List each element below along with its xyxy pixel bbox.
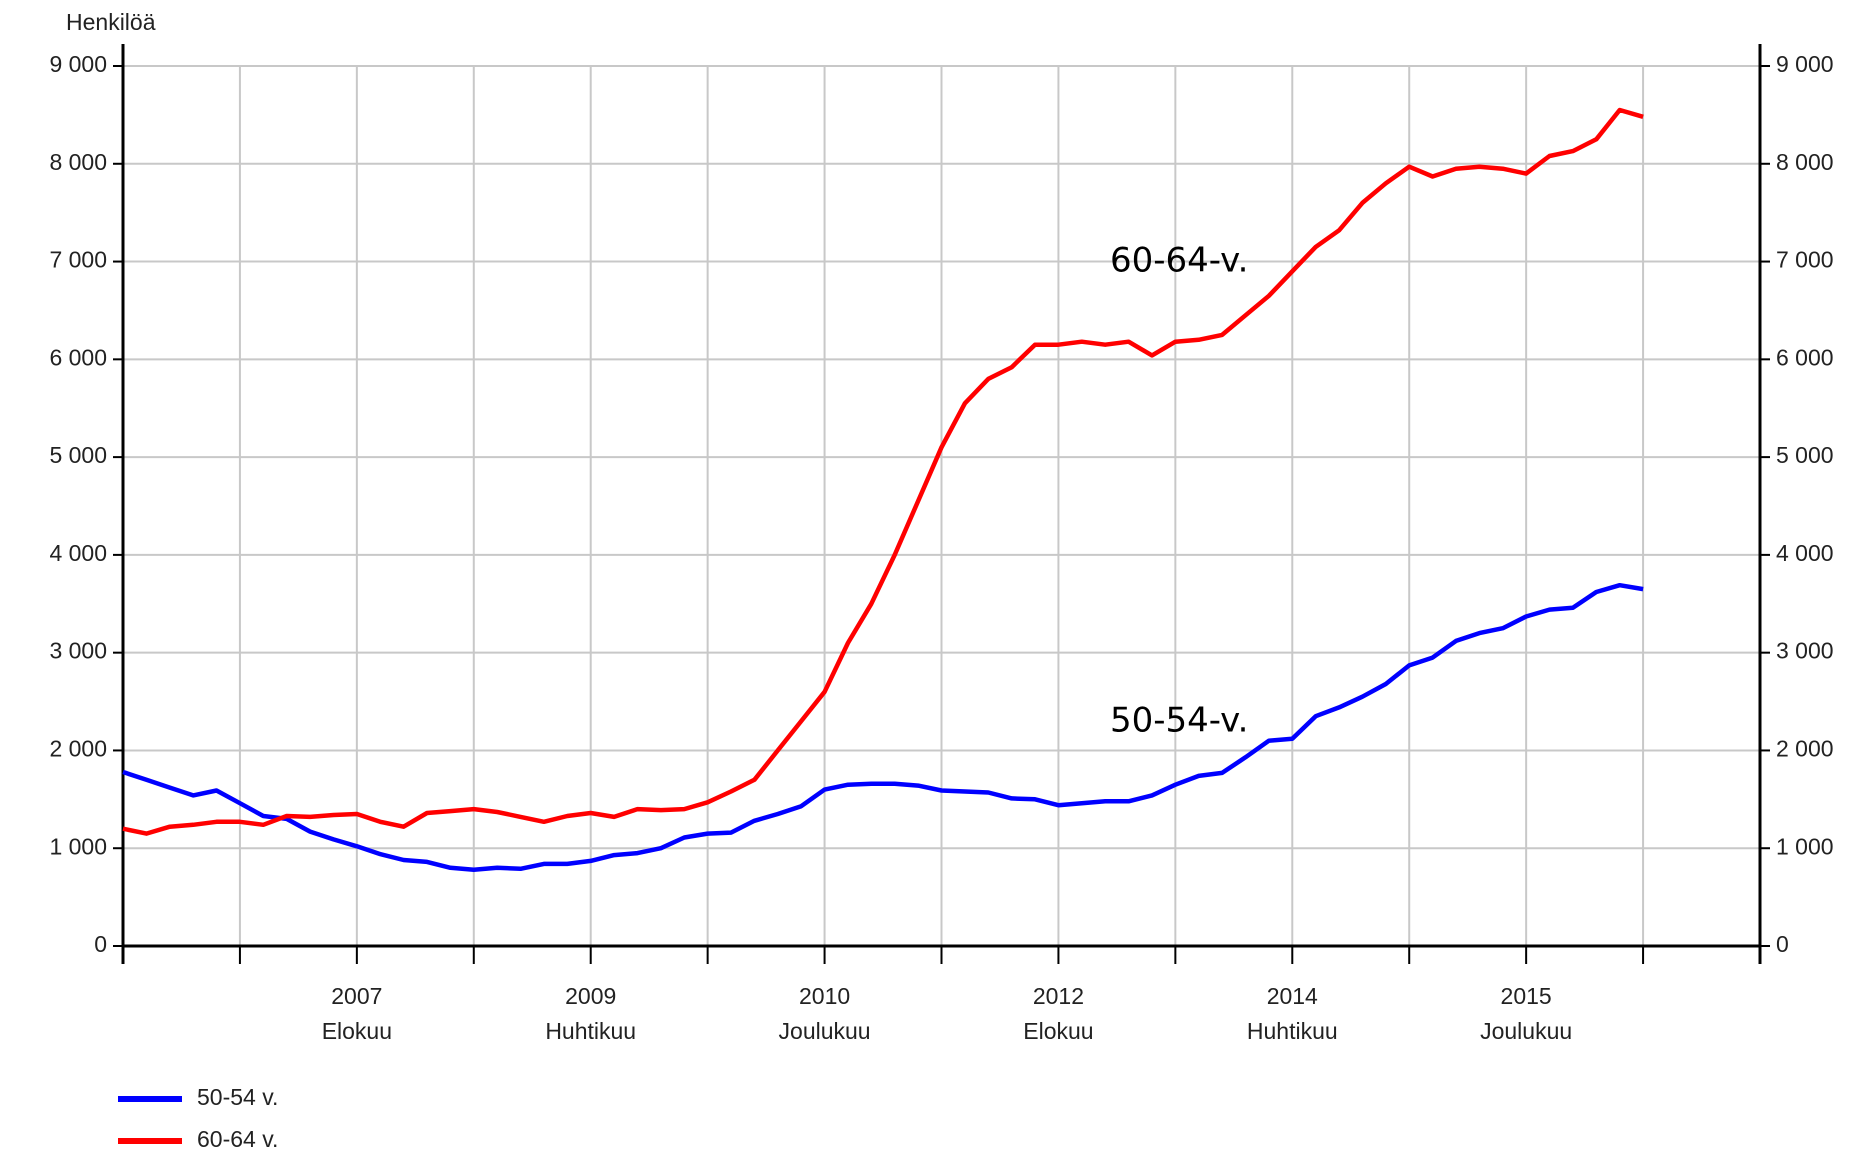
y-tick-label: 4 000 [49, 540, 107, 566]
y2-tick-label: 7 000 [1776, 247, 1834, 273]
y2-tick-label: 1 000 [1776, 833, 1834, 859]
y-tick-label: 8 000 [49, 149, 107, 175]
legend-label: 60-64 v. [197, 1126, 278, 1152]
y-axis-label: Henkilöä [66, 9, 156, 35]
x-tick-label: 2007 Elokuu [322, 983, 392, 1044]
y2-tick-label: 3 000 [1776, 638, 1834, 664]
series-line [122, 582, 1644, 872]
y-tick-label: 7 000 [49, 247, 107, 273]
y2-tick-label: 4 000 [1776, 540, 1834, 566]
x-tick-label: 2015 Joulukuu [1480, 983, 1572, 1044]
y-tick-label: 2 000 [49, 736, 107, 762]
legend-label: 50-54 v. [197, 1084, 278, 1110]
x-tick-label: 2012 Elokuu [1023, 983, 1093, 1044]
annotation: 50-54-v. [1110, 701, 1248, 741]
x-tick-label: 2009 Huhtikuu [545, 983, 636, 1044]
y2-tick-label: 2 000 [1776, 736, 1834, 762]
annotation: 60-64-v. [1110, 241, 1248, 281]
y-tick-label: 9 000 [49, 51, 107, 77]
x-tick-label: 2010 Joulukuu [779, 983, 871, 1044]
y2-tick-label: 8 000 [1776, 149, 1834, 175]
y-tick-label: 1 000 [49, 833, 107, 859]
x-tick-label: 2014 Huhtikuu [1247, 983, 1338, 1044]
y-tick-label: 6 000 [49, 344, 107, 370]
y2-tick-label: 6 000 [1776, 344, 1834, 370]
series-line [122, 107, 1644, 836]
y-tick-label: 3 000 [49, 638, 107, 664]
y2-tick-label: 5 000 [1776, 442, 1834, 468]
y-tick-label: 5 000 [49, 442, 107, 468]
y2-tick-label: 0 [1776, 931, 1789, 957]
y2-tick-label: 9 000 [1776, 51, 1834, 77]
y-tick-label: 0 [94, 931, 107, 957]
